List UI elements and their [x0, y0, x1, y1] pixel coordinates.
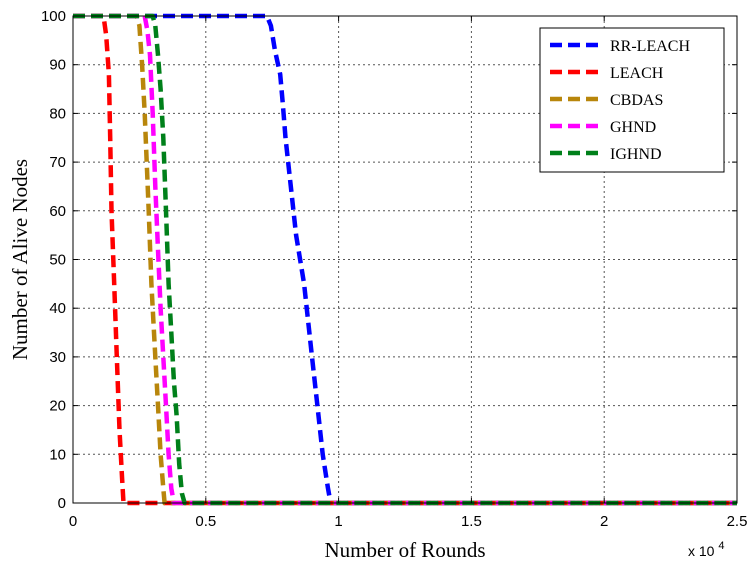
series-lines: [73, 13, 737, 506]
legend-label-ghnd: GHND: [610, 119, 656, 136]
y-tick-label: 70: [49, 154, 66, 171]
x-axis-label: Number of Rounds: [325, 538, 486, 562]
series-line-leach: [73, 13, 737, 506]
legend: RR-LEACH LEACH CBDAS GHND IGHND: [539, 27, 725, 173]
y-tick-label: 0: [58, 495, 66, 512]
series-line-ghnd: [73, 13, 737, 506]
x-tick-label: 2: [600, 513, 608, 530]
x-tick-label: 2.5: [727, 513, 748, 530]
x-tick-label: 1.5: [461, 513, 482, 530]
y-tick-label: 20: [49, 398, 66, 415]
y-tick-label: 30: [49, 349, 66, 366]
x-axis-multiplier: x 10 4: [688, 540, 724, 559]
y-tick-label: 80: [49, 105, 66, 122]
y-tick-label: 40: [49, 300, 66, 317]
y-tick-label: 10: [49, 446, 66, 463]
x-axis-multiplier-base: x 10: [688, 543, 715, 559]
legend-label-cbdas: CBDAS: [610, 92, 663, 109]
x-tick-label: 0.5: [195, 513, 216, 530]
legend-label-rr-leach: RR-LEACH: [610, 38, 690, 55]
y-tick-label: 50: [49, 252, 66, 269]
series-line-rr-leach: [73, 13, 737, 506]
series-line-ighnd: [73, 13, 737, 506]
y-tick-label: 90: [49, 57, 66, 74]
legend-label-leach: LEACH: [610, 65, 664, 82]
x-tick-label: 1: [334, 513, 342, 530]
x-tick-label: 0: [69, 513, 77, 530]
legend-label-ighnd: IGHND: [610, 146, 662, 163]
y-tick-label: 60: [49, 203, 66, 220]
y-tick-label: 100: [41, 8, 66, 25]
series-line-cbdas: [73, 13, 737, 506]
x-axis-multiplier-exponent: 4: [718, 540, 724, 552]
axis-ticks: 0 0.5 1 1.5 2 2.5 0 10 20 30 40 50 60 70 80 90 100: [41, 8, 747, 530]
y-axis-label: Number of Alive Nodes: [8, 159, 32, 360]
